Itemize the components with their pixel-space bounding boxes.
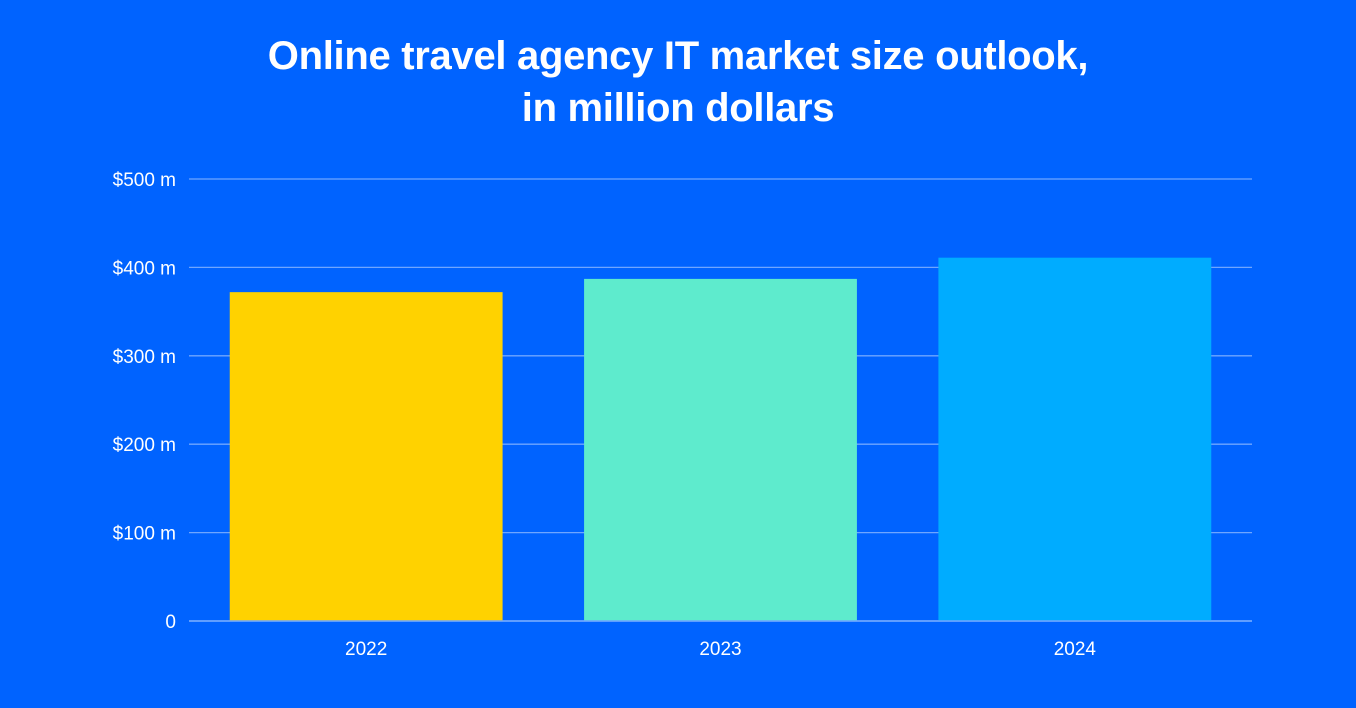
- y-tick-label: $500 m: [113, 170, 176, 191]
- x-tick-label: 2024: [1054, 639, 1097, 660]
- y-tick-label: $200 m: [113, 435, 176, 456]
- y-axis-tick-labels: 0 $100 m $200 m $300 m $400 m $500 m: [113, 170, 176, 633]
- bar-2024: [938, 257, 1212, 621]
- chart-title-line-1: Online travel agency IT market size outl…: [267, 34, 1089, 78]
- y-tick-label: $100 m: [113, 524, 176, 545]
- chart-title: Online travel agency IT market size outl…: [0, 30, 1356, 134]
- chart-title-line-2: in million dollars: [521, 86, 835, 130]
- bar-2022: [229, 292, 503, 621]
- x-tick-label: 2022: [345, 639, 387, 660]
- y-tick-label: 0: [165, 612, 176, 633]
- x-axis-tick-labels: 2022 2023 2024: [345, 639, 1096, 660]
- y-tick-label: $300 m: [113, 347, 176, 368]
- bar-2023: [584, 278, 857, 621]
- bars: [189, 257, 1252, 622]
- y-tick-label: $400 m: [113, 258, 176, 279]
- x-tick-label: 2023: [699, 639, 741, 660]
